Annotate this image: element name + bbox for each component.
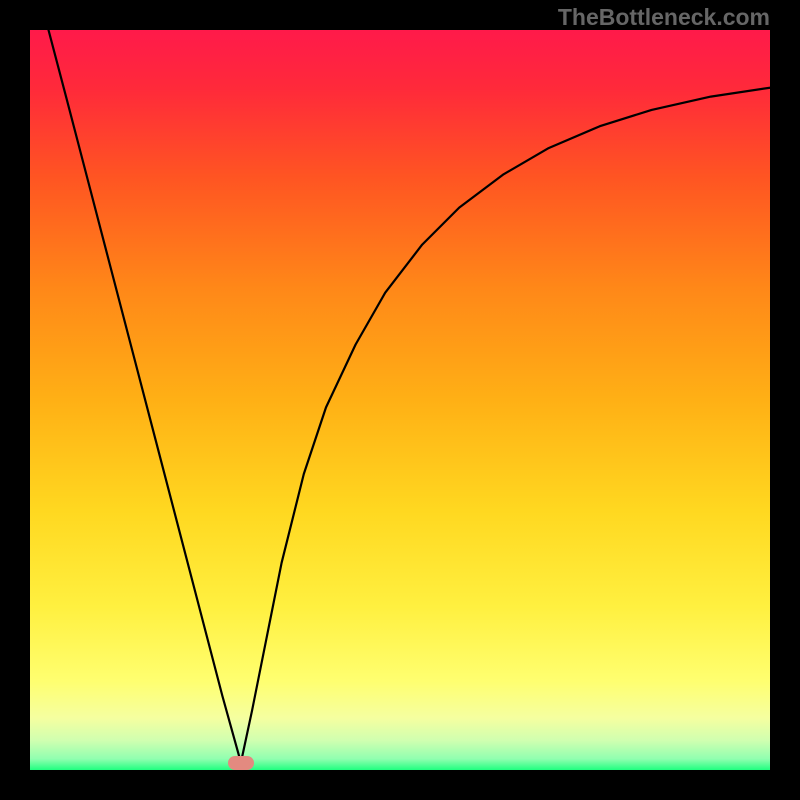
plot-area [30,30,770,770]
watermark-text: TheBottleneck.com [558,4,770,31]
minimum-marker [228,756,254,770]
chart-container: { "canvas": { "width": 800, "height": 80… [0,0,800,800]
bottleneck-curve [30,30,770,770]
